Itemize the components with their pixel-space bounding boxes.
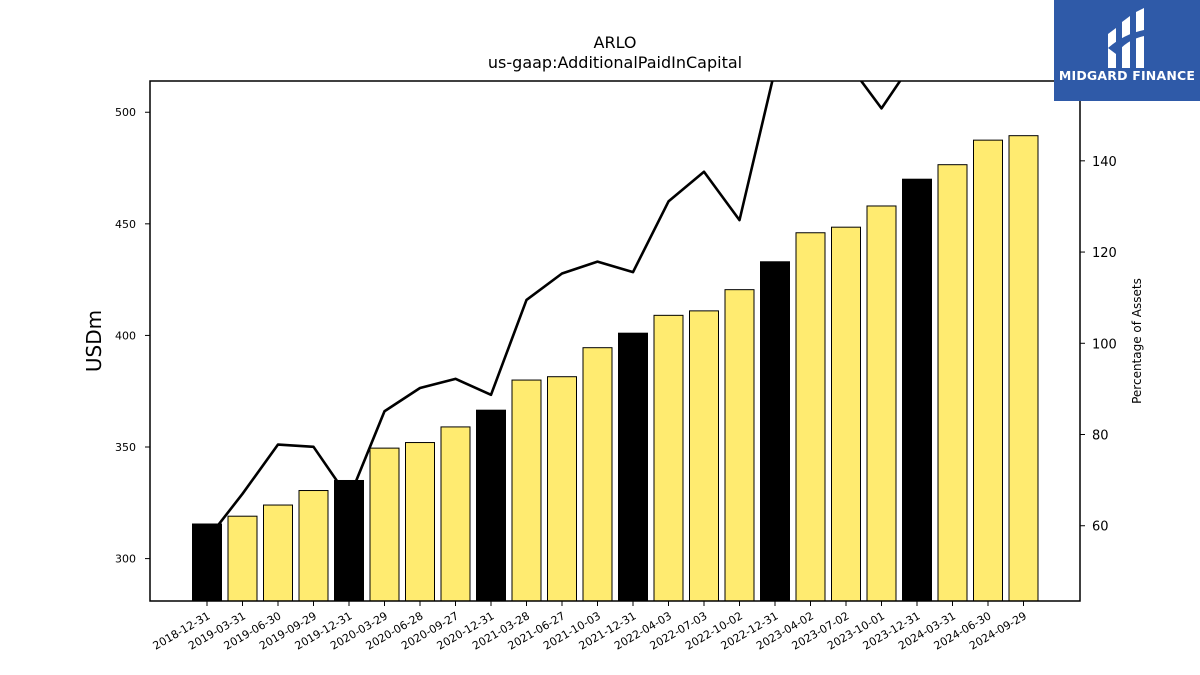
bar-2021-12-31 <box>618 332 648 601</box>
bar-2021-03-28 <box>511 379 542 601</box>
midgard-logo: MIDGARD FINANCE <box>1054 0 1200 101</box>
bar-2023-10-01 <box>866 205 897 601</box>
y2-tick-label: 100 <box>1092 337 1117 352</box>
y-tick-label: 450 <box>115 218 136 231</box>
bar-2023-12-31 <box>902 178 932 601</box>
y-axis-label: USDm <box>82 310 106 372</box>
chart-subtitle: us-gaap:AdditionalPaidInCapital <box>488 53 742 72</box>
bar-2020-06-28 <box>405 442 435 601</box>
bar-2022-10-02 <box>724 289 755 601</box>
bar-2019-09-29 <box>298 490 329 601</box>
bar-2022-07-03 <box>689 310 719 601</box>
y-tick-label: 400 <box>115 329 136 342</box>
bar-2018-12-31 <box>192 523 222 601</box>
bar-2023-04-02 <box>795 232 826 601</box>
bar-2022-12-31 <box>760 261 790 601</box>
bar-2019-03-31 <box>227 515 258 601</box>
line-layer <box>205 81 902 541</box>
bar-2023-07-02 <box>831 226 861 601</box>
bar-2020-09-27 <box>440 426 471 601</box>
y2-tick-label: 60 <box>1092 520 1109 535</box>
bar-2021-06-27 <box>547 376 577 601</box>
bar-2024-06-30 <box>973 139 1003 601</box>
logo-text: MIDGARD FINANCE <box>1058 68 1196 83</box>
y-tick-label: 500 <box>115 106 136 119</box>
bar-2019-06-30 <box>263 504 293 601</box>
plot-frame <box>149 80 1081 602</box>
y2-tick-label: 80 <box>1092 429 1109 444</box>
midgard-logo-icon <box>1108 8 1144 68</box>
bar-2021-10-03 <box>582 347 613 601</box>
chart-title: ARLO <box>594 33 637 52</box>
bar-2022-04-03 <box>653 314 684 601</box>
y2-axis-label: Percentage of Assets <box>1130 278 1144 404</box>
y-tick-label: 300 <box>115 553 136 566</box>
bar-2020-03-29 <box>369 447 400 601</box>
asset-percentage-line <box>205 81 902 541</box>
bar-2024-03-31 <box>937 164 968 601</box>
y2-tick-label: 140 <box>1092 155 1117 170</box>
bar-2024-09-29 <box>1008 135 1039 601</box>
y-tick-label: 350 <box>115 441 136 454</box>
bar-2019-12-31 <box>334 479 364 601</box>
bars-layer <box>192 135 1039 601</box>
y2-tick-label: 120 <box>1092 246 1117 261</box>
bar-2020-12-31 <box>476 409 506 601</box>
